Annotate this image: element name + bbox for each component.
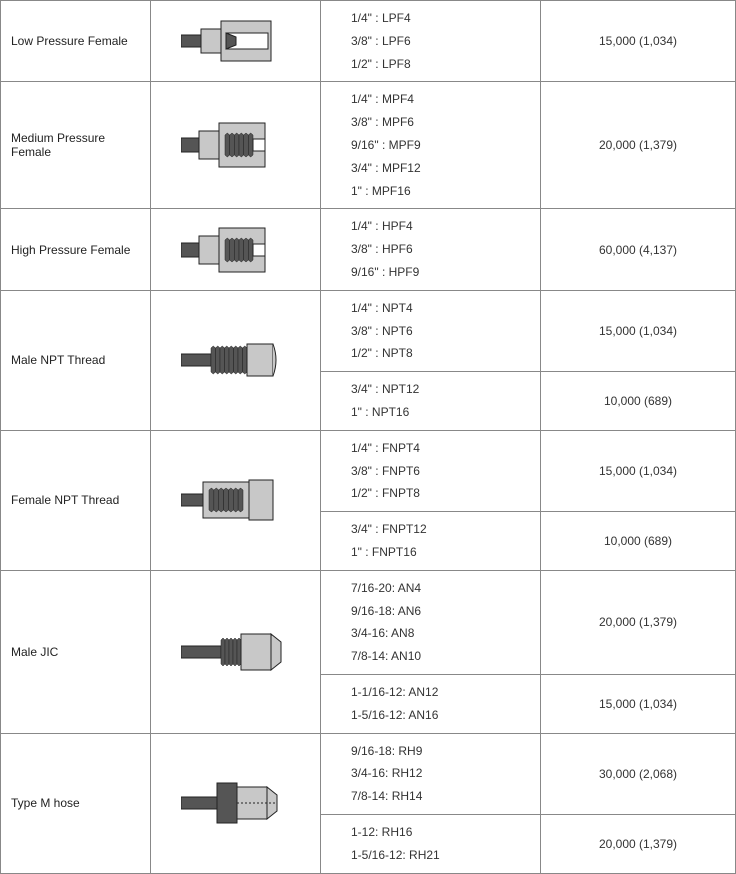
code-line: 3/8" : HPF6 <box>351 238 532 261</box>
codes-cell: 1/4" : HPF43/8" : HPF69/16" : HPF9 <box>321 209 541 290</box>
fitting-name: Type M hose <box>1 733 151 873</box>
fitting-name: Male NPT Thread <box>1 290 151 430</box>
code-line: 7/8-14: AN10 <box>351 645 532 668</box>
code-line: 1/2" : FNPT8 <box>351 482 532 505</box>
code-line: 3/8" : LPF6 <box>351 30 532 53</box>
code-line: 9/16" : MPF9 <box>351 134 532 157</box>
codes-cell: 1/4" : MPF43/8" : MPF69/16" : MPF93/4" :… <box>321 82 541 209</box>
fitting-icon <box>151 570 321 733</box>
code-line: 1/4" : MPF4 <box>351 88 532 111</box>
fittings-table: Low Pressure Female 1/4" : LPF43/8" : LP… <box>0 0 736 874</box>
code-line: 1-5/16-12: RH21 <box>351 844 532 867</box>
fitting-icon <box>151 82 321 209</box>
code-line: 7/16-20: AN4 <box>351 577 532 600</box>
fitting-icon <box>151 290 321 430</box>
codes-cell: 3/4" : NPT121" : NPT16 <box>321 372 541 431</box>
rating-cell: 10,000 (689) <box>541 372 736 431</box>
codes-cell: 1/4" : LPF43/8" : LPF61/2" : LPF8 <box>321 1 541 82</box>
code-line: 9/16-18: AN6 <box>351 600 532 623</box>
rating-cell: 20,000 (1,379) <box>541 570 736 674</box>
rating-cell: 15,000 (1,034) <box>541 674 736 733</box>
table-row: Low Pressure Female 1/4" : LPF43/8" : LP… <box>1 1 736 82</box>
table-row: Male NPT Thread 1/4" : NPT43/8" : NPT61/… <box>1 290 736 371</box>
table-row: Female NPT Thread 1/4" : FNPT43/8" : FNP… <box>1 430 736 511</box>
code-line: 3/4-16: AN8 <box>351 622 532 645</box>
rating-cell: 30,000 (2,068) <box>541 733 736 814</box>
code-line: 3/8" : FNPT6 <box>351 460 532 483</box>
code-line: 1" : FNPT16 <box>351 541 532 564</box>
code-line: 3/4" : NPT12 <box>351 378 532 401</box>
fitting-icon <box>151 209 321 290</box>
codes-cell: 9/16-18: RH93/4-16: RH127/8-14: RH14 <box>321 733 541 814</box>
codes-cell: 3/4" : FNPT121" : FNPT16 <box>321 512 541 571</box>
code-line: 1/2" : NPT8 <box>351 342 532 365</box>
code-line: 9/16-18: RH9 <box>351 740 532 763</box>
fitting-name: Male JIC <box>1 570 151 733</box>
rating-cell: 15,000 (1,034) <box>541 1 736 82</box>
table-row: Medium Pressure Female 1/4" : MPF43/8" :… <box>1 82 736 209</box>
code-line: 1-1/16-12: AN12 <box>351 681 532 704</box>
codes-cell: 1/4" : FNPT43/8" : FNPT61/2" : FNPT8 <box>321 430 541 511</box>
rating-cell: 20,000 (1,379) <box>541 82 736 209</box>
fitting-name: Low Pressure Female <box>1 1 151 82</box>
code-line: 3/4" : MPF12 <box>351 157 532 180</box>
code-line: 3/8" : MPF6 <box>351 111 532 134</box>
code-line: 1/4" : NPT4 <box>351 297 532 320</box>
code-line: 1-5/16-12: AN16 <box>351 704 532 727</box>
code-line: 9/16" : HPF9 <box>351 261 532 284</box>
fitting-name: Medium Pressure Female <box>1 82 151 209</box>
code-line: 3/4" : FNPT12 <box>351 518 532 541</box>
rating-cell: 60,000 (4,137) <box>541 209 736 290</box>
code-line: 1/4" : LPF4 <box>351 7 532 30</box>
fitting-name: Female NPT Thread <box>1 430 151 570</box>
code-line: 3/4-16: RH12 <box>351 762 532 785</box>
rating-cell: 20,000 (1,379) <box>541 814 736 873</box>
fitting-name: High Pressure Female <box>1 209 151 290</box>
codes-cell: 1/4" : NPT43/8" : NPT61/2" : NPT8 <box>321 290 541 371</box>
codes-cell: 1-12: RH161-5/16-12: RH21 <box>321 814 541 873</box>
rating-cell: 15,000 (1,034) <box>541 290 736 371</box>
rating-cell: 15,000 (1,034) <box>541 430 736 511</box>
code-line: 1" : NPT16 <box>351 401 532 424</box>
table-row: Male JIC 7/16-20: AN49/16-18: AN63/4-16:… <box>1 570 736 674</box>
code-line: 1-12: RH16 <box>351 821 532 844</box>
code-line: 1/2" : LPF8 <box>351 53 532 76</box>
table-row: High Pressure Female 1/4" : HPF43/8" : H… <box>1 209 736 290</box>
codes-cell: 1-1/16-12: AN121-5/16-12: AN16 <box>321 674 541 733</box>
code-line: 1/4" : HPF4 <box>351 215 532 238</box>
code-line: 3/8" : NPT6 <box>351 320 532 343</box>
rating-cell: 10,000 (689) <box>541 512 736 571</box>
fitting-icon <box>151 1 321 82</box>
code-line: 7/8-14: RH14 <box>351 785 532 808</box>
code-line: 1" : MPF16 <box>351 180 532 203</box>
fitting-icon <box>151 733 321 873</box>
codes-cell: 7/16-20: AN49/16-18: AN63/4-16: AN87/8-1… <box>321 570 541 674</box>
fitting-icon <box>151 430 321 570</box>
code-line: 1/4" : FNPT4 <box>351 437 532 460</box>
table-row: Type M hose 9/16-18: RH93/4-16: RH127/8-… <box>1 733 736 814</box>
